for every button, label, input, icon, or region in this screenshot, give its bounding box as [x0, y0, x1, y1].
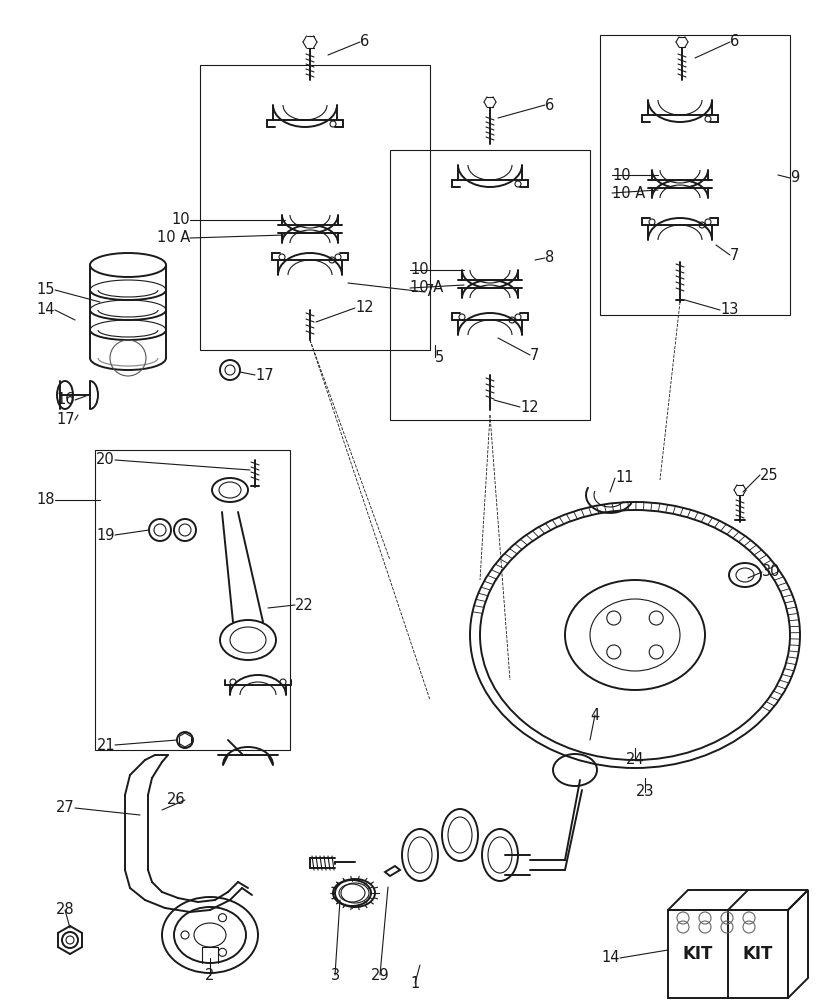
Text: 22: 22: [295, 597, 313, 612]
Text: 15: 15: [37, 282, 55, 298]
Text: 10: 10: [612, 167, 631, 182]
Text: 12: 12: [520, 399, 539, 414]
Text: 7: 7: [530, 348, 539, 362]
Text: 10 A: 10 A: [410, 280, 443, 296]
Text: 20: 20: [96, 452, 115, 468]
Text: 28: 28: [55, 902, 74, 918]
Text: 17: 17: [56, 412, 75, 428]
Text: 18: 18: [37, 492, 55, 508]
Text: 17: 17: [255, 367, 273, 382]
Text: 8: 8: [545, 250, 554, 265]
Text: 5: 5: [435, 350, 444, 364]
Text: 9: 9: [790, 170, 799, 186]
Text: 11: 11: [615, 471, 633, 486]
Text: 25: 25: [760, 468, 778, 483]
Text: 1: 1: [410, 976, 419, 990]
Text: 10: 10: [410, 262, 428, 277]
Text: 19: 19: [96, 528, 115, 542]
Text: 7: 7: [730, 247, 739, 262]
Text: 27: 27: [56, 800, 75, 816]
Text: 12: 12: [355, 300, 374, 316]
Text: 23: 23: [636, 784, 654, 800]
Text: 10 A: 10 A: [157, 231, 190, 245]
Text: KIT: KIT: [683, 945, 713, 963]
Text: 24: 24: [626, 752, 645, 768]
Text: 10: 10: [171, 213, 190, 228]
Text: 16: 16: [56, 392, 75, 408]
Text: 6: 6: [730, 34, 739, 49]
Text: 6: 6: [545, 98, 554, 112]
Text: 21: 21: [96, 738, 115, 752]
Text: 29: 29: [370, 968, 389, 982]
Text: 13: 13: [720, 302, 738, 318]
Text: KIT: KIT: [743, 945, 774, 963]
Text: 26: 26: [166, 792, 185, 808]
Text: 4: 4: [590, 708, 600, 722]
Text: 14: 14: [37, 302, 55, 318]
Text: 10 A: 10 A: [612, 186, 645, 200]
Text: 14: 14: [601, 950, 620, 966]
Text: 3: 3: [330, 968, 339, 982]
Text: 7: 7: [425, 284, 434, 300]
Text: 2: 2: [206, 968, 215, 982]
Text: 30: 30: [762, 564, 780, 580]
Text: 6: 6: [360, 34, 370, 49]
